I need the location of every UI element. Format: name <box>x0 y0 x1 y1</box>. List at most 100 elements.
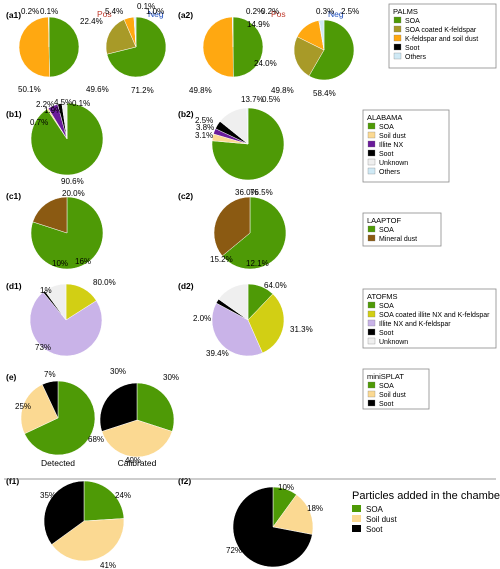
pie-d1: 16% 73% 1% 10% <box>29 257 103 357</box>
slice-label: 3.1% <box>195 131 213 140</box>
legend-alabama: ALABAMA SOA Soil dust Illite NX Soot Unknown O… <box>362 109 450 183</box>
legend-swatch <box>393 25 402 33</box>
legend-swatch <box>367 399 376 407</box>
legend-entry: Unknown <box>379 339 408 346</box>
pie-a2-neg: 58.4% 24.0% 14.9% 0.3% 2.5% <box>247 7 359 98</box>
legend-entry: Unknown <box>379 160 408 167</box>
pie-slice <box>24 380 96 456</box>
legend-entry: Illite NX <box>379 142 403 149</box>
ion-label-pos-a1: Pos <box>97 9 112 19</box>
pie-a1-pos: 49.6% 50.1% 0.2% 0.1% <box>18 7 109 94</box>
legend-entry: SOA <box>366 505 384 514</box>
legend-swatch <box>352 515 361 522</box>
pie-slice <box>18 16 51 78</box>
pie-slice <box>232 486 313 568</box>
legend-laaptof: LAAPTOF SOA Mineral dust <box>362 212 442 247</box>
legend-frame <box>362 288 497 349</box>
legend-entry: SOA <box>379 227 394 234</box>
slice-label: 0.1% <box>72 99 90 108</box>
slice-label: 68% <box>88 435 104 444</box>
slice-label: 71.2% <box>131 86 154 95</box>
legend-entry: Soil dust <box>379 392 406 399</box>
pie-slice <box>51 518 125 562</box>
legend-frame <box>388 3 497 69</box>
slice-label: 24% <box>115 491 131 500</box>
legend-swatch <box>367 131 376 139</box>
pie-slice <box>41 380 59 419</box>
panel-label-c1: (c1) <box>6 191 21 201</box>
slice-label: 13.7% <box>241 95 264 104</box>
pie-slice <box>29 291 103 357</box>
ion-label-neg-a1: Neg <box>148 9 164 19</box>
legend-title: LAAPTOF <box>367 216 401 225</box>
legend-entry: Mineral dust <box>379 236 417 243</box>
panel-label-a1: (a1) <box>6 10 21 20</box>
slice-label: 64.0% <box>264 281 287 290</box>
legend-swatch <box>367 328 376 336</box>
legend-entry: SOA coated K-feldspar <box>405 27 477 34</box>
pie-slice <box>133 16 137 48</box>
legend-swatch <box>367 158 376 166</box>
pie-slice <box>30 102 104 176</box>
slice-label: 1.9% <box>44 106 62 115</box>
slice-label: 31.3% <box>290 325 313 334</box>
pie-slice <box>247 293 285 354</box>
pie-slice <box>211 302 263 357</box>
legend-entry: Soil dust <box>366 515 397 524</box>
pie-slice <box>202 16 234 78</box>
sub-label-detected: Detected <box>41 458 75 468</box>
legend-entry: Others <box>405 54 427 61</box>
slice-label: 22.4% <box>80 17 103 26</box>
slice-label: 41% <box>100 561 116 569</box>
pie-slice <box>101 419 173 458</box>
legend-swatch <box>367 310 376 318</box>
slice-label: 14.9% <box>247 20 270 29</box>
slice-label: 7% <box>44 370 56 379</box>
slice-label: 20.0% <box>62 189 85 198</box>
ion-label-neg-a2: Neg <box>328 9 344 19</box>
slice-label: 16% <box>75 257 91 266</box>
legend-entry: Soot <box>379 401 393 408</box>
pie-slice <box>105 19 137 55</box>
legend-swatch <box>367 337 376 345</box>
slice-label: 2.5% <box>341 7 359 16</box>
legend-minisplat: miniSPLAT SOA Soil dust Soot <box>362 368 430 410</box>
slice-label: 25% <box>15 402 31 411</box>
slice-label: 80.0% <box>93 278 116 287</box>
panel-label-a2: (a2) <box>178 10 193 20</box>
slice-label: 35% <box>40 491 56 500</box>
panel-label-f2: (f2) <box>178 476 191 486</box>
pie-slice <box>272 494 314 535</box>
pie-slice <box>232 16 264 78</box>
pie-d2: 12.1% 31.3% 39.4% 2.0% 15.2% <box>193 255 313 358</box>
panel-label-d2: (d2) <box>178 281 194 291</box>
pie-slice <box>319 19 325 51</box>
slice-label: 39.4% <box>206 349 229 358</box>
pie-e-detected: 68% 25% 7% <box>15 370 104 456</box>
legend-title: ALABAMA <box>367 113 402 122</box>
legend-swatch <box>367 319 376 327</box>
slice-label: 0.2% <box>21 7 39 16</box>
legends-layer: PALMS SOA SOA coated K-feldspar K-feldspar … <box>352 3 500 534</box>
legend-swatch <box>367 140 376 148</box>
legend-entry: Soot <box>405 45 419 52</box>
legend-entry: Others <box>379 169 401 176</box>
pie-slice <box>44 283 67 321</box>
slice-label: 10% <box>52 259 68 268</box>
slice-label: 24.0% <box>254 59 277 68</box>
slice-label: 0.2% <box>246 7 264 16</box>
sub-label-calibrated: Calibrated <box>118 458 157 468</box>
legend-swatch <box>367 122 376 130</box>
legend-swatch <box>352 505 361 512</box>
slice-label: 50.1% <box>18 85 41 94</box>
legend-entry: Soot <box>379 151 393 158</box>
legend-entry: Soot <box>366 525 383 534</box>
legend-frame <box>362 109 450 183</box>
legend-swatch <box>367 225 376 233</box>
legend-swatch <box>352 525 361 532</box>
slice-label: 0.7% <box>30 118 48 127</box>
slice-label: 72% <box>226 546 242 555</box>
slice-label: 0.1% <box>137 2 155 11</box>
